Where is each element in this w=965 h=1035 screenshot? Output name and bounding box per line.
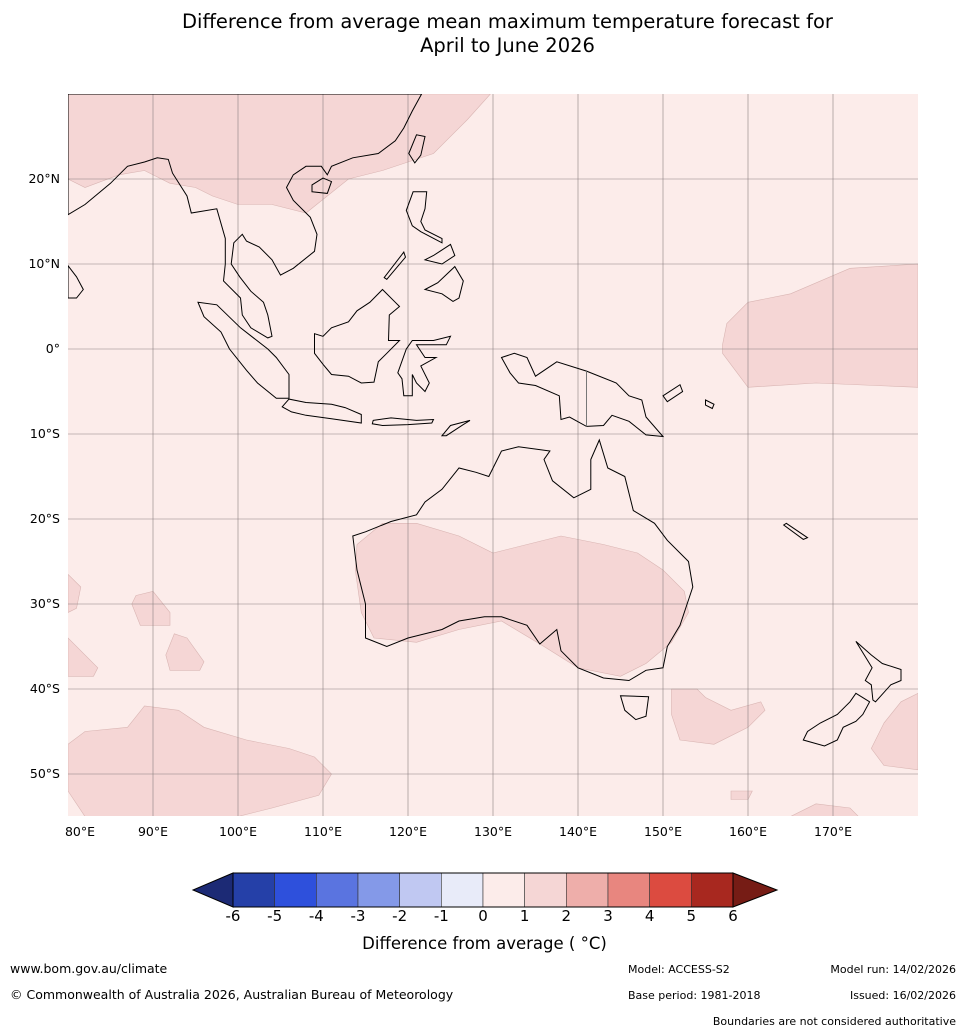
coastline <box>802 692 871 747</box>
shaded-region <box>68 637 99 677</box>
colorbar-tick-label: 2 <box>561 907 572 925</box>
colorbar-tick-label: 4 <box>644 907 655 925</box>
colorbar-tick-label: -3 <box>350 907 366 925</box>
latitude-label: 0° <box>45 341 60 356</box>
latitude-label: 30°S <box>29 596 60 611</box>
colorbar-bin <box>441 872 484 908</box>
copyright-text: © Commonwealth of Australia 2026, Austra… <box>10 987 454 1002</box>
anomaly-1-2-regions <box>68 94 918 816</box>
shaded-region <box>165 633 205 671</box>
title-line-1: Difference from average mean maximum tem… <box>182 10 833 33</box>
website-link[interactable]: www.bom.gov.au/climate <box>10 961 168 976</box>
coastline <box>405 191 443 244</box>
colorbar-bin <box>566 872 609 908</box>
shaded-region <box>354 522 689 677</box>
coastline <box>705 399 715 410</box>
coastline <box>68 264 84 299</box>
colorbar-tick-label: 3 <box>603 907 613 925</box>
longitude-label: 130°E <box>473 824 513 839</box>
coastline <box>197 301 290 399</box>
map-title: Difference from average mean maximum tem… <box>0 10 965 58</box>
coastline <box>352 438 694 682</box>
coastlines <box>68 94 902 747</box>
colorbar-bin <box>649 872 692 908</box>
latitude-label: 20°N <box>28 171 60 186</box>
title-line-2: April to June 2026 <box>420 34 595 57</box>
colorbar-bin <box>316 872 359 908</box>
colorbar-tick-label: 0 <box>478 907 488 925</box>
issued-text: Issued: 16/02/2026 <box>849 989 956 1002</box>
coastline <box>311 177 333 194</box>
forecast-map <box>68 94 918 816</box>
colorbar-tick-label: -5 <box>267 907 283 925</box>
colorbar-bin <box>482 872 525 908</box>
latitude-label: 40°S <box>29 681 60 696</box>
shaded-region <box>671 688 766 745</box>
model-run-text: Model run: 14/02/2026 <box>830 963 956 976</box>
shaded-region <box>68 705 332 816</box>
latitude-label: 20°S <box>29 511 60 526</box>
colorbar-under-arrow <box>191 872 234 908</box>
shaded-region <box>790 803 859 816</box>
coastline <box>68 94 423 339</box>
colorbar-frame <box>232 872 734 908</box>
longitude-label: 120°E <box>388 824 428 839</box>
longitude-label: 150°E <box>643 824 683 839</box>
coastline <box>397 335 452 397</box>
longitude-label: 160°E <box>728 824 768 839</box>
coastline <box>408 134 426 164</box>
shaded-region <box>68 573 82 613</box>
colorbar-bin <box>691 872 734 908</box>
longitude-label: 140°E <box>558 824 598 839</box>
colorbar-label: Difference from average ( °C) <box>362 934 607 953</box>
colorbar-tick-label: -6 <box>225 907 241 925</box>
colorbar-tick-label: 6 <box>728 907 738 925</box>
longitude-label: 170°E <box>813 824 853 839</box>
coastline <box>500 352 665 438</box>
longitude-label: 110°E <box>303 824 343 839</box>
colorbar-bin <box>357 872 400 908</box>
colorbar-tick-label: -1 <box>433 907 449 925</box>
longitude-label: 80°E <box>64 824 96 839</box>
colorbar <box>191 872 779 908</box>
coastline <box>383 251 407 280</box>
longitude-label: 100°E <box>218 824 258 839</box>
longitude-label: 90°E <box>137 824 169 839</box>
coastline <box>281 398 362 424</box>
coastline <box>423 243 456 265</box>
coastline <box>662 383 684 403</box>
coastline <box>619 695 650 721</box>
colorbar-tick-label: 1 <box>519 907 530 925</box>
coastline <box>423 265 464 302</box>
coastline <box>440 419 471 437</box>
coastline <box>782 522 809 540</box>
disclaimer-text: Boundaries are not considered authoritat… <box>712 1015 956 1028</box>
colorbar-bin <box>274 872 317 908</box>
colorbar-tick-label: 5 <box>686 907 697 925</box>
model-text: Model: ACCESS-S2 <box>628 963 730 976</box>
coastline <box>371 417 435 427</box>
base-period-text: Base period: 1981-2018 <box>628 989 761 1002</box>
colorbar-tick-label: -4 <box>308 907 324 925</box>
graticule <box>68 94 918 816</box>
colorbar-bin <box>607 872 650 908</box>
shaded-region <box>722 263 918 388</box>
coastline <box>855 641 902 703</box>
colorbar-tick-label: -2 <box>392 907 408 925</box>
shaded-region <box>870 692 918 771</box>
latitude-label: 10°S <box>29 426 60 441</box>
latitude-label: 50°S <box>29 766 60 781</box>
coastline <box>314 288 401 384</box>
colorbar-bin <box>232 872 275 908</box>
colorbar-bin <box>399 872 442 908</box>
latitude-label: 10°N <box>28 256 60 271</box>
colorbar-over-arrow <box>732 872 779 908</box>
colorbar-bin <box>524 872 567 908</box>
